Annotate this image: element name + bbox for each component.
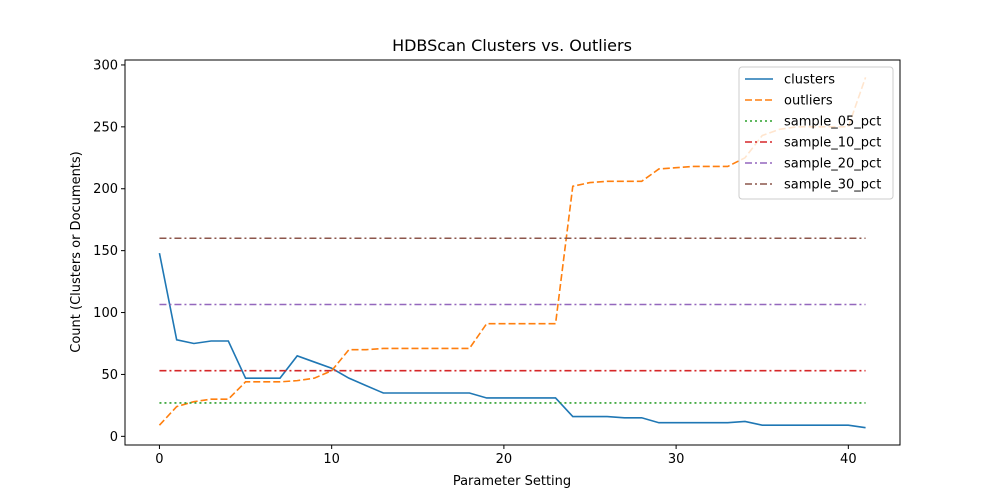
y-tick-label: 0 (110, 430, 118, 445)
series-line-outliers (158, 77, 867, 426)
plot-area-frame (124, 59, 901, 446)
y-tick-label: 50 (101, 368, 118, 383)
y-axis: 0 50 100 150 200 250 300 (93, 58, 125, 445)
legend-label: sample_30_pct (784, 178, 881, 193)
legend-box (738, 66, 894, 200)
x-tick-label: 40 (840, 452, 857, 467)
y-tick-label: 250 (93, 120, 118, 135)
series-layer (158, 77, 867, 429)
y-tick-label: 100 (93, 306, 118, 321)
y-tick-label: 300 (93, 58, 118, 73)
legend: clusters outliers sample_05_pct sample_10_p… (738, 66, 894, 200)
legend-label: sample_05_pct (784, 115, 881, 130)
x-tick-label: 20 (496, 452, 513, 467)
series-line-clusters (158, 252, 866, 429)
x-tick-label: 30 (668, 452, 685, 467)
y-axis-title: Count (Clusters or Documents) (69, 151, 84, 352)
x-axis: 0 10 20 30 40 (155, 445, 857, 467)
x-tick-label: 0 (155, 452, 163, 467)
legend-label: sample_10_pct (784, 136, 881, 151)
legend-label: outliers (784, 94, 833, 109)
y-tick-label: 200 (93, 182, 118, 197)
legend-label: clusters (784, 73, 835, 88)
x-axis-title: Parameter Setting (453, 474, 571, 489)
chart-title: HDBScan Clusters vs. Outliers (392, 36, 632, 55)
x-tick-label: 10 (323, 452, 340, 467)
legend-label: sample_20_pct (784, 157, 881, 172)
y-tick-label: 150 (93, 244, 118, 259)
